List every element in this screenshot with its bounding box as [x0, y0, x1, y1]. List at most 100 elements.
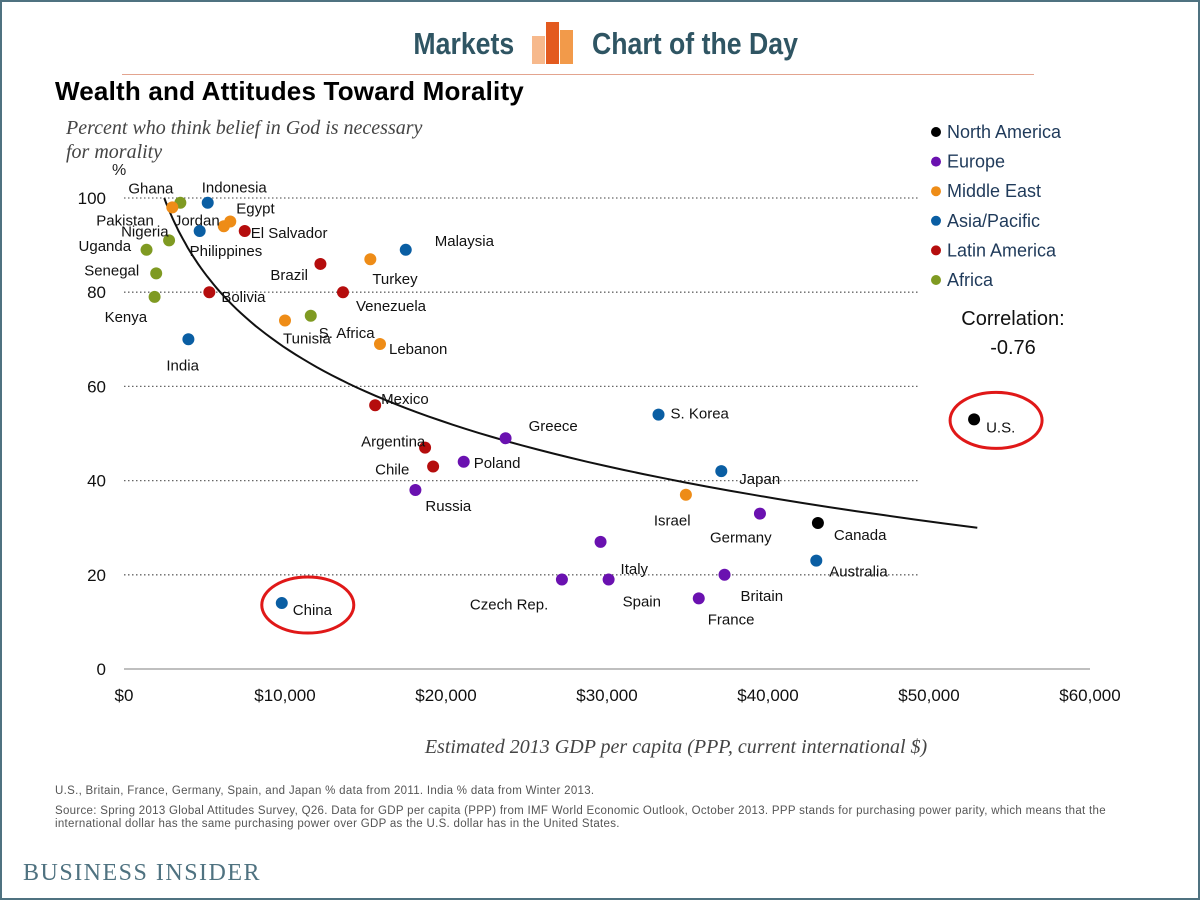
highlight-circle — [948, 390, 1044, 450]
point-label: Brazil — [270, 267, 308, 284]
point-label: U.S. — [986, 419, 1015, 436]
point-label: Argentina — [361, 434, 426, 451]
data-point — [718, 568, 731, 581]
point-label: Jordan — [174, 212, 220, 229]
legend-label: Middle East — [947, 181, 1041, 201]
data-point — [968, 413, 981, 426]
legend-marker — [931, 127, 941, 137]
data-point — [201, 196, 214, 209]
point-label: Spain — [623, 594, 661, 611]
business-insider-logo: BUSINESS INSIDER — [23, 860, 262, 886]
correlation-label: Correlation: — [961, 308, 1064, 330]
point-label: Kenya — [105, 309, 148, 326]
data-point — [399, 243, 412, 256]
data-point — [594, 535, 607, 548]
scatter-plot: 0 20 40 60 80 100 $0 $10,000 $20,000 $30,000 $40,0… — [78, 122, 1121, 758]
header-divider — [122, 74, 1034, 75]
data-point — [427, 460, 440, 473]
x-tick-label: $0 — [115, 686, 134, 705]
data-point — [602, 573, 615, 586]
data-point — [140, 243, 153, 256]
point-label: Senegal — [84, 262, 139, 279]
data-point — [810, 554, 823, 567]
data-point — [715, 465, 728, 478]
data-point — [148, 290, 161, 303]
data-point — [203, 286, 216, 299]
x-tick-label: $50,000 — [898, 686, 959, 705]
data-point — [217, 220, 230, 233]
x-axis-title: Estimated 2013 GDP per capita (PPP, curr… — [424, 736, 928, 758]
data-point — [163, 234, 176, 247]
point-label: Germany — [710, 530, 772, 547]
y-tick-label: 40 — [87, 472, 106, 491]
legend-label: Latin America — [947, 240, 1057, 260]
data-point — [166, 201, 179, 214]
source-note: Source: Spring 2013 Global Attitudes Sur… — [55, 805, 1106, 830]
data-point — [373, 338, 386, 351]
point-label: China — [293, 602, 333, 619]
point-label: Bolivia — [221, 289, 266, 306]
data-point — [182, 333, 195, 346]
data-point — [314, 257, 327, 270]
point-label: Czech Rep. — [470, 597, 548, 614]
header-banner: Markets Chart of the Day — [2, 16, 1198, 72]
data-point — [304, 309, 317, 322]
data-point — [150, 267, 163, 280]
point-label: Italy — [621, 561, 649, 578]
legend-label: Europe — [947, 152, 1005, 172]
highlight-circle — [260, 575, 356, 635]
data-point — [238, 224, 251, 237]
legend-label: Asia/Pacific — [947, 211, 1040, 231]
data-point — [652, 408, 665, 421]
y-tick-label: 0 — [97, 660, 106, 679]
point-label: France — [708, 611, 755, 628]
data-point — [811, 516, 824, 529]
point-label: Indonesia — [202, 180, 268, 197]
data-point — [336, 286, 349, 299]
point-label: Japan — [739, 471, 780, 488]
point-label: Russia — [425, 498, 472, 515]
point-label: Poland — [474, 455, 521, 472]
header-chart-of-the-day-label: Chart of the Day — [592, 26, 798, 61]
x-tick-label: $20,000 — [415, 686, 476, 705]
point-label: S. Korea — [671, 406, 730, 423]
legend-marker — [931, 245, 941, 256]
data-point — [499, 432, 512, 445]
point-label: Venezuela — [356, 298, 427, 315]
y-tick-label: 60 — [87, 377, 106, 396]
point-label: S. Africa — [319, 325, 376, 342]
legend-label: Africa — [947, 270, 994, 290]
data-point — [364, 253, 377, 266]
legend-marker — [931, 215, 941, 226]
point-label: Tunisia — [283, 330, 331, 347]
point-label: Canada — [834, 527, 887, 544]
point-label: Australia — [829, 564, 888, 581]
trend-line — [163, 197, 978, 529]
data-note: U.S., Britain, France, Germany, Spain, a… — [55, 785, 595, 797]
point-label: Malaysia — [435, 233, 495, 250]
point-label: Pakistan — [96, 212, 154, 229]
point-label: Chile — [375, 461, 409, 478]
bar-chart-logo-icon — [532, 22, 573, 64]
point-label: Greece — [529, 418, 578, 435]
point-label: El Salvador — [251, 225, 328, 242]
y-tick-label: 100 — [78, 189, 106, 208]
correlation-value: -0.76 — [990, 337, 1036, 359]
x-tick-label: $60,000 — [1059, 686, 1120, 705]
y-tick-label: 20 — [87, 566, 106, 585]
data-point — [369, 399, 382, 412]
x-tick-label: $10,000 — [254, 686, 315, 705]
data-point — [692, 592, 705, 605]
data-point — [419, 441, 432, 454]
data-point — [679, 488, 692, 501]
legend-marker — [931, 275, 941, 285]
chart-title: Wealth and Attitudes Toward Morality — [55, 76, 524, 106]
legend-marker — [931, 186, 941, 197]
y-tick-label: 80 — [87, 283, 106, 302]
point-label: Egypt — [236, 201, 275, 218]
y-axis-unit-label: % — [112, 162, 127, 179]
x-tick-label: $30,000 — [576, 686, 637, 705]
data-point — [753, 507, 766, 520]
x-tick-label: $40,000 — [737, 686, 798, 705]
